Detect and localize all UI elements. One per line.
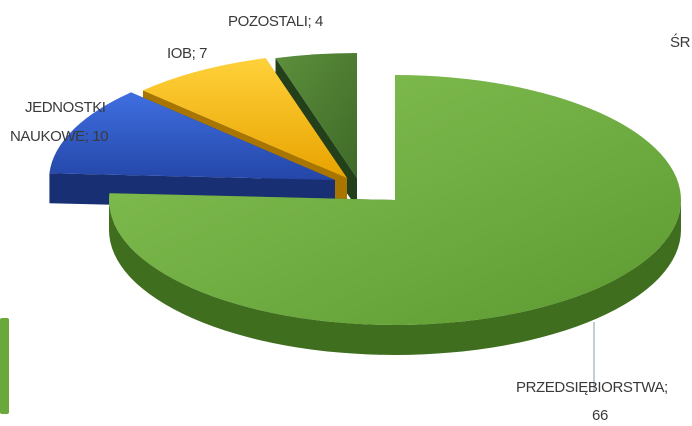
label-pozostali: POZOSTALI; 4 bbox=[228, 13, 323, 30]
label-jednostki-naukowe-line1: JEDNOSTKI bbox=[25, 99, 106, 116]
slice-jednostki-naukowe bbox=[49, 92, 336, 180]
label-przedsiebiorstwa-line1: PRZEDSIĘBIORSTWA; bbox=[516, 379, 668, 396]
cropped-label-right: ŚR bbox=[670, 33, 691, 51]
legend-swatch bbox=[0, 318, 9, 414]
slice-przedsiebiorstwa bbox=[108, 75, 681, 325]
label-jednostki-naukowe-line2: NAUKOWE; 10 bbox=[10, 128, 108, 145]
slice-side-przedsiebiorstwa bbox=[109, 200, 681, 355]
label-iob: IOB; 7 bbox=[167, 45, 207, 62]
label-przedsiebiorstwa-line2: 66 bbox=[592, 407, 608, 424]
slice-iob bbox=[142, 58, 347, 179]
slice-pozostali bbox=[275, 53, 357, 178]
